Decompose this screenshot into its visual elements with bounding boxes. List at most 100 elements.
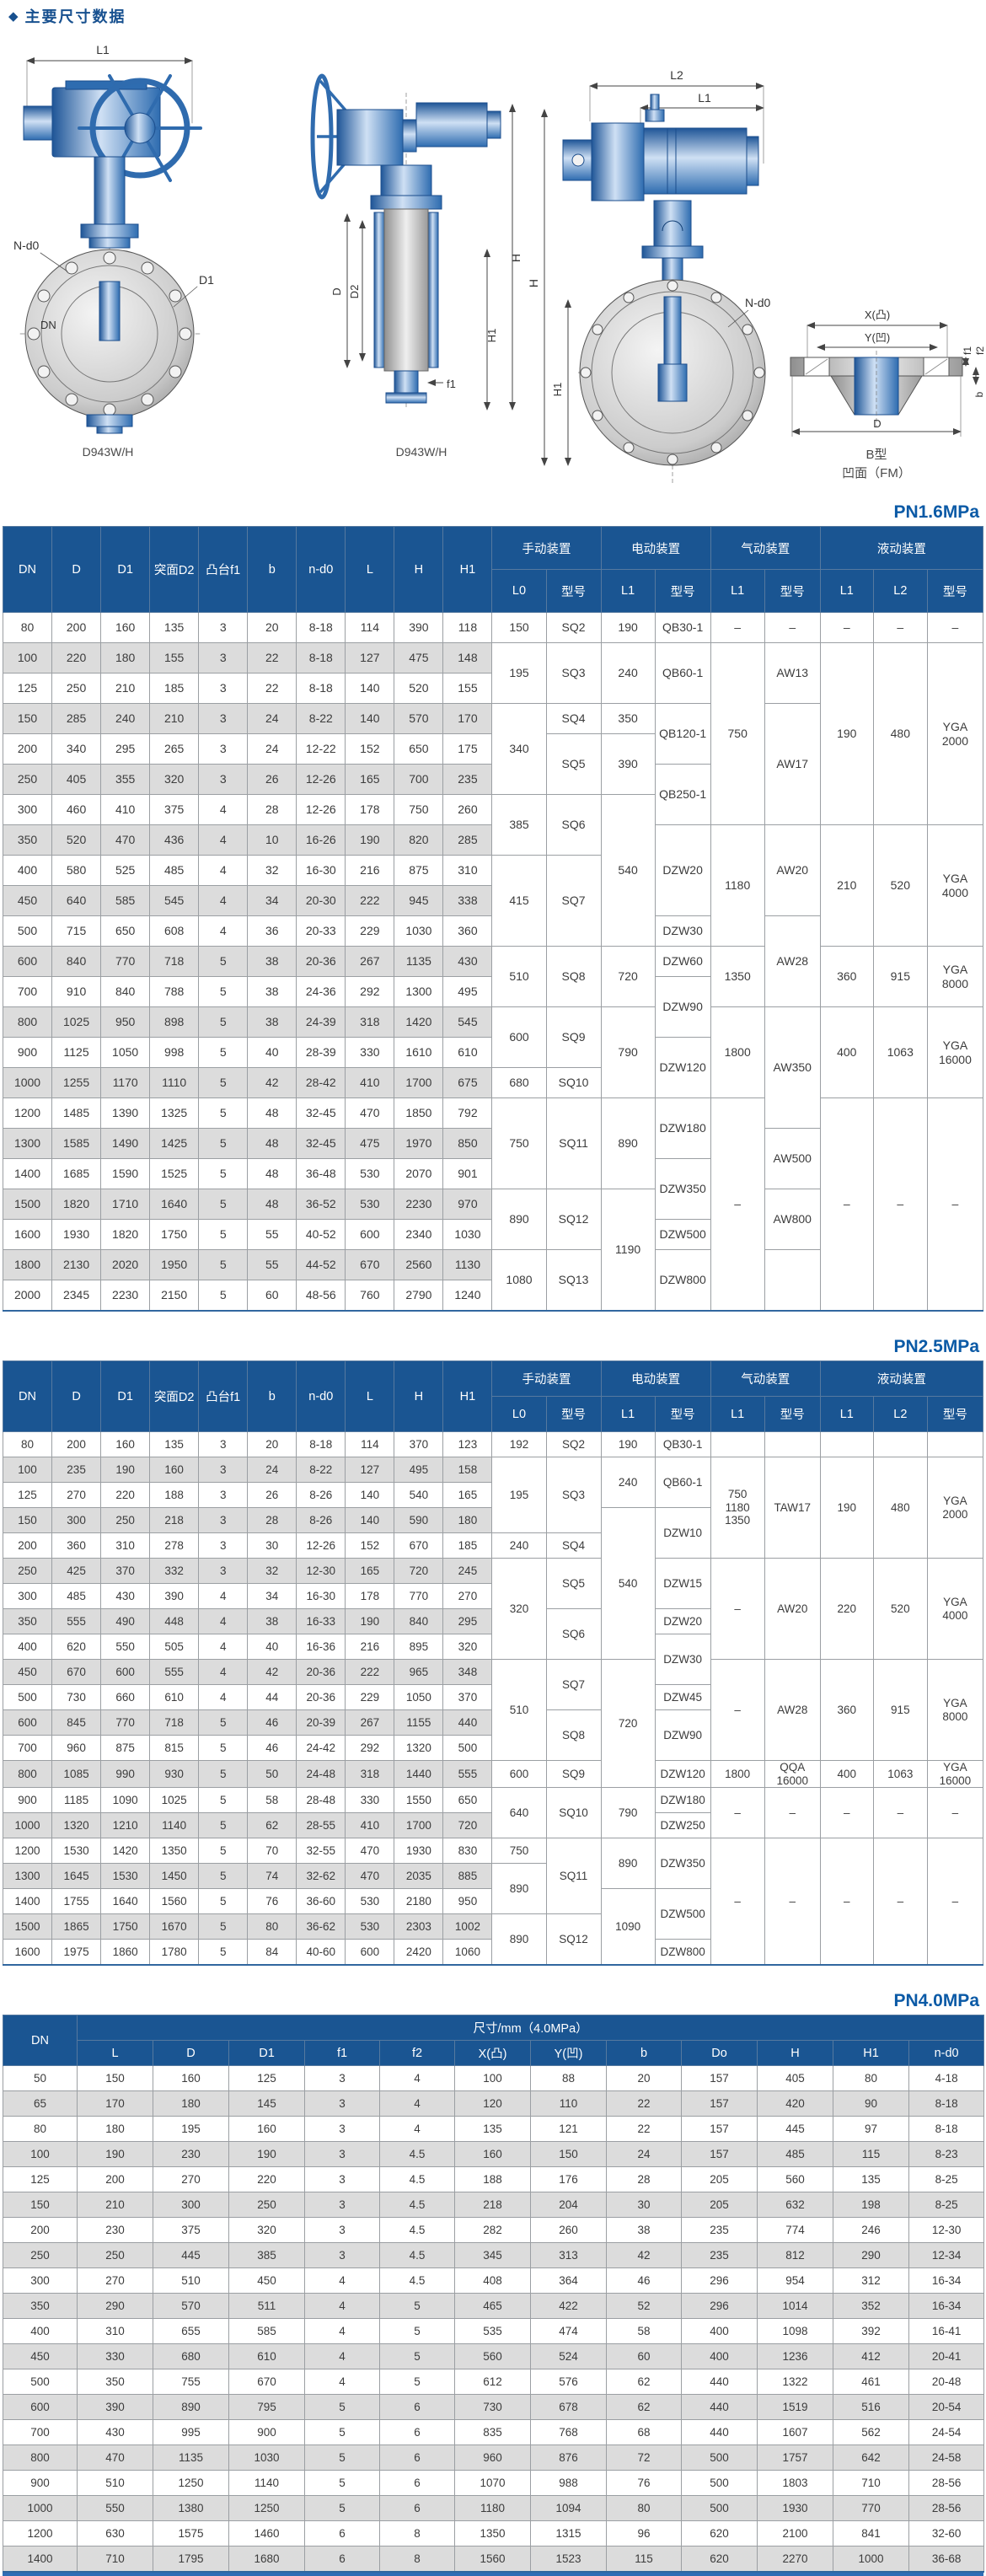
table-cell: 4-18 bbox=[908, 2065, 985, 2092]
table-cell: 127 bbox=[345, 1457, 395, 1483]
table-cell: 150 bbox=[530, 2141, 607, 2168]
column-header: H bbox=[394, 1360, 444, 1432]
pn25-title: PN2.5MPa bbox=[893, 1337, 979, 1356]
table-cell: 300 bbox=[51, 1507, 102, 1533]
table-cell: 2345 bbox=[51, 1280, 102, 1312]
table-cell: 640 bbox=[51, 885, 102, 916]
table-cell: 1185 bbox=[51, 1787, 102, 1814]
table-cell: 560 bbox=[454, 2343, 531, 2370]
table-cell: 1063 bbox=[872, 1006, 928, 1098]
table-row: 400 580 525 485 4 32 16-30 216 875 310 415 SQ7 bbox=[2, 855, 983, 947]
table-cell: 6 bbox=[304, 2520, 380, 2547]
pn40-table: DN 尺寸/mm（4.0MPa） L D D1 f1 f2 X(凸) Y(凹) b Do H H1 n-d… bbox=[3, 2015, 985, 2573]
page-title-text: 主要尺寸数据 bbox=[24, 8, 126, 25]
table-cell: 505 bbox=[149, 1634, 200, 1660]
table-cell: 718 bbox=[149, 946, 200, 977]
table-cell: 180 bbox=[77, 2116, 153, 2143]
table-cell: 500 bbox=[2, 1684, 53, 1710]
table-cell: 10 bbox=[247, 824, 297, 856]
table-cell: 3 bbox=[198, 1558, 249, 1584]
table-cell: 1125 bbox=[51, 1037, 102, 1068]
table-cell: 1700 bbox=[394, 1067, 444, 1098]
table-cell: SQ3 bbox=[545, 1457, 602, 1533]
table-cell: 350 bbox=[77, 2369, 153, 2396]
table-row: 150 300 250 218 3 28 8-26 140 590 180 540 DZW10 bbox=[2, 1507, 983, 1660]
table-cell: 65 bbox=[3, 2090, 78, 2117]
table-cell: 480 bbox=[872, 1457, 928, 1559]
table-cell: 320 bbox=[228, 2217, 305, 2244]
table-cell: 470 bbox=[77, 2445, 153, 2471]
table-row: 500 730 660 610 4 44 20-36 229 1050 370 DZW45 bbox=[2, 1684, 983, 1710]
table-cell: 960 bbox=[454, 2445, 531, 2471]
table-cell: 1975 bbox=[51, 1939, 102, 1966]
table-cell: 1795 bbox=[153, 2546, 229, 2573]
table-cell: DZW30 bbox=[654, 1634, 711, 1685]
table-cell: 4 bbox=[304, 2369, 380, 2396]
table-cell: 1325 bbox=[149, 1097, 200, 1129]
table-cell: DZW250 bbox=[654, 1812, 711, 1839]
table-cell: 320 bbox=[149, 764, 200, 795]
table-cell: 8-26 bbox=[296, 1482, 346, 1508]
table-row: 125 200 270 220 3 4.5 188 176 28 205 560 135 8-25 bbox=[3, 2166, 985, 2193]
table-cell: 400 bbox=[3, 2318, 78, 2345]
table-cell: – bbox=[710, 1097, 765, 1312]
column-header: 突面D2 bbox=[149, 526, 200, 613]
table-cell: 3 bbox=[304, 2217, 380, 2244]
table-cell: SQ6 bbox=[545, 794, 602, 856]
table-cell: 178 bbox=[345, 1583, 395, 1609]
table-cell: 40-52 bbox=[296, 1219, 346, 1250]
table-cell: 970 bbox=[442, 1189, 493, 1220]
table-cell: 540 bbox=[600, 794, 656, 947]
table-cell: 750 bbox=[394, 794, 444, 825]
table-cell: 230 bbox=[77, 2217, 153, 2244]
table-cell: 4 bbox=[379, 2116, 455, 2143]
table-cell: 20-48 bbox=[908, 2369, 985, 2396]
table-cell: 200 bbox=[2, 733, 53, 765]
table-cell: 3 bbox=[198, 1482, 249, 1508]
table-cell: 148 bbox=[442, 642, 493, 674]
table-cell: 8-18 bbox=[296, 642, 346, 674]
table-cell: 24 bbox=[247, 733, 297, 765]
table-cell: 5 bbox=[198, 1067, 249, 1098]
table-cell: 3 bbox=[304, 2242, 380, 2269]
table-cell: 157 bbox=[681, 2090, 758, 2117]
table-cell: – bbox=[764, 1838, 821, 1966]
table-cell: 1930 bbox=[51, 1219, 102, 1250]
bottom-rule bbox=[3, 2573, 983, 2576]
table-cell: 3 bbox=[198, 673, 249, 704]
table-cell: 240 bbox=[491, 1532, 547, 1559]
table-row: 1500 1820 1710 1640 5 48 36-52 530 2230 970 890 SQ1… bbox=[2, 1189, 983, 1312]
table-cell: 720 bbox=[600, 946, 656, 1007]
table-row: 350 555 490 448 4 38 16-33 190 840 295 SQ6 DZW20 bbox=[2, 1608, 983, 1660]
column-header: D bbox=[51, 1360, 102, 1432]
table-cell: 510 bbox=[153, 2267, 229, 2294]
table-cell: 1320 bbox=[51, 1812, 102, 1839]
table-cell: 840 bbox=[100, 976, 151, 1007]
table-cell: 1063 bbox=[872, 1759, 928, 1789]
table-cell: 38 bbox=[247, 1006, 297, 1038]
table-cell: 4 bbox=[198, 1684, 249, 1710]
table-cell: 16-30 bbox=[296, 855, 346, 886]
table-cell: 440 bbox=[681, 2394, 758, 2421]
table-cell: 385 bbox=[491, 794, 547, 856]
table-cell: 20-36 bbox=[296, 1684, 346, 1710]
table-cell: 12-22 bbox=[296, 733, 346, 765]
table-cell: 1400 bbox=[2, 1158, 53, 1189]
table-cell: – bbox=[926, 612, 984, 643]
table-cell: 200 bbox=[3, 2217, 78, 2244]
table-cell: AW28 bbox=[764, 1659, 821, 1761]
column-subheader: X(凸) bbox=[454, 2040, 531, 2067]
table-row: 100 235 190 160 3 24 8-22 127 495 158 195 SQ3 240 QB6… bbox=[2, 1457, 984, 1559]
table-cell: SQ9 bbox=[545, 1759, 602, 1789]
table-cell bbox=[710, 1431, 765, 1457]
table-cell: 38 bbox=[606, 2217, 682, 2244]
table-cell: 1607 bbox=[757, 2419, 833, 2446]
table-row: 900 1125 1050 998 5 40 28-39 330 1610 610 DZW120 bbox=[2, 1037, 983, 1098]
table-cell bbox=[926, 1431, 984, 1457]
table-cell: 140 bbox=[345, 673, 395, 704]
table-cell: 890 bbox=[153, 2394, 229, 2421]
table-cell: 750 bbox=[491, 1838, 547, 1865]
dim-label-h1: H1 bbox=[485, 329, 498, 343]
table-cell: 160 bbox=[153, 2065, 229, 2092]
table-cell: YGA 8000 bbox=[926, 1659, 984, 1761]
